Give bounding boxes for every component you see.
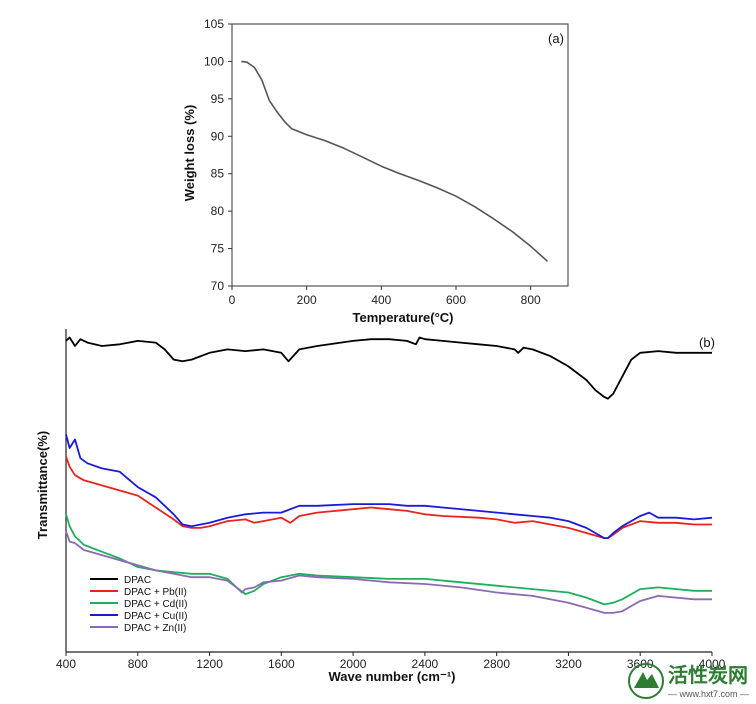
tga-x-tick-label: 800	[521, 293, 541, 307]
ftir-x-tick-label: 800	[128, 657, 148, 671]
tga-y-tick-label: 90	[211, 129, 225, 143]
ftir-x-tick-label: 400	[56, 657, 76, 671]
ftir-series-line-3	[65, 434, 713, 539]
tga-x-tick-label: 600	[446, 293, 466, 307]
tga-y-tick-label: 100	[204, 54, 224, 68]
tga-x-tick-label: 400	[371, 293, 391, 307]
ftir-x-tick-label: 4000	[699, 657, 726, 671]
ftir-chart: 400 800 1200 1600 2000 2400 2800 3200 3600 4000 D…	[35, 329, 726, 684]
ftir-x-tick-label: 2400	[412, 657, 439, 671]
tga-axes	[231, 23, 569, 287]
ftir-ticks: 400 800 1200 1600 2000 2400 2800 3200 3600 4000	[56, 652, 726, 671]
watermark-mountain-icon	[634, 672, 659, 688]
legend-label-1: DPAC + Pb(II)	[124, 587, 187, 598]
tga-y-tick-label: 70	[211, 279, 225, 293]
tga-ticks: 0 200 400 600 800 70 75 80 85 90 95 100 105	[204, 17, 541, 307]
ftir-x-tick-label: 1600	[268, 657, 295, 671]
ftir-y-axis-title: Transmittance(%)	[35, 431, 50, 539]
legend-label-0: DPAC	[124, 575, 151, 586]
legend-label-2: DPAC + Cd(II)	[124, 599, 187, 610]
ftir-x-tick-label: 3200	[555, 657, 582, 671]
tga-weight-loss-line	[241, 60, 549, 262]
ftir-x-tick-label: 2800	[483, 657, 510, 671]
ftir-series-line-1	[65, 456, 712, 539]
panel-label-a: (a)	[548, 31, 564, 46]
watermark: 活性炭网 — www.hxt7.com —	[628, 663, 749, 699]
legend-label-4: DPAC + Zn(II)	[124, 623, 186, 634]
panel-label-b: (b)	[699, 335, 715, 350]
tga-x-tick-label: 0	[229, 293, 236, 307]
watermark-logo-icon	[628, 663, 664, 699]
tga-chart: 0 200 400 600 800 70 75 80 85 90 95 100 105 Temperat…	[182, 17, 569, 325]
ftir-series-line-4	[65, 531, 712, 614]
watermark-brand: 活性炭网	[668, 663, 748, 687]
ftir-axes	[65, 329, 712, 653]
tga-x-axis-title: Temperature(°C)	[352, 310, 453, 325]
tga-y-tick-label: 75	[211, 242, 225, 256]
ftir-x-tick-label: 2000	[340, 657, 367, 671]
tga-y-tick-label: 85	[211, 167, 225, 181]
ftir-series	[65, 336, 713, 614]
tga-y-tick-label: 95	[211, 92, 225, 106]
tga-plot-frame	[231, 23, 569, 287]
legend-label-3: DPAC + Cu(II)	[124, 611, 187, 622]
tga-y-tick-label: 80	[211, 204, 225, 218]
watermark-url: — www.hxt7.com —	[668, 689, 749, 699]
ftir-x-tick-label: 1200	[196, 657, 223, 671]
ftir-series-line-0	[65, 336, 712, 400]
tga-y-axis-title: Weight loss (%)	[182, 105, 197, 202]
ftir-x-axis-title: Wave number (cm⁻¹)	[328, 669, 455, 684]
tga-x-tick-label: 200	[297, 293, 317, 307]
tga-y-tick-label: 105	[204, 17, 224, 31]
tga-series	[241, 60, 549, 262]
